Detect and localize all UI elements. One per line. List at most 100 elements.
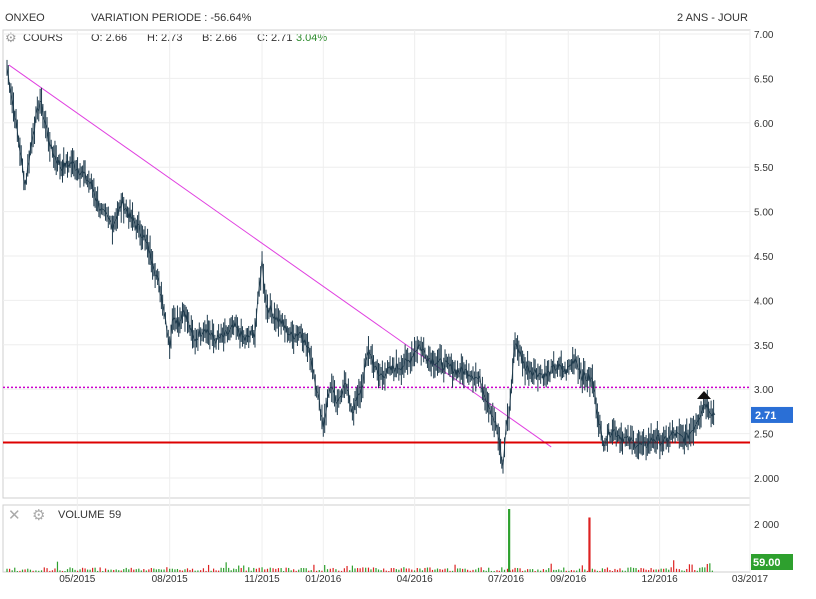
volume-bar <box>115 569 117 572</box>
volume-bar <box>688 564 691 572</box>
volume-bar <box>332 567 334 572</box>
y-axis-ticks: 7.00 6.50 6.00 5.50 5.00 4.50 4.00 3.50 3.00 2.50… <box>754 30 779 531</box>
y-tick-label: 4.00 <box>754 296 774 307</box>
volume-bar <box>212 568 215 572</box>
volume-bar <box>135 569 137 572</box>
chart-header: ONXEO VARIATION PERIODE : -56.64% 2 ANS … <box>0 0 816 28</box>
volume-bar <box>663 568 665 572</box>
volume-bar <box>171 568 173 572</box>
volume-bar <box>197 570 199 572</box>
volume-panel-frame <box>2 504 751 573</box>
y-tick-label: 5.50 <box>754 163 774 174</box>
volume-bar <box>356 568 359 572</box>
volume-bar <box>400 568 402 572</box>
volume-bar <box>27 568 29 572</box>
volume-bar <box>140 570 142 572</box>
volume-bar <box>272 568 274 572</box>
volume-bar <box>441 569 444 572</box>
volume-bar <box>477 567 480 572</box>
volume-bar <box>668 569 670 572</box>
period-selector[interactable]: 2 ANS - JOUR <box>677 12 748 24</box>
volume-bar <box>113 569 115 572</box>
volume-bar <box>293 569 295 572</box>
volume-bar <box>359 568 361 572</box>
volume-bar <box>230 570 232 572</box>
volume-bar <box>283 571 285 572</box>
y-tick-label: 5.00 <box>754 208 774 219</box>
gear-icon[interactable]: ⚙ <box>32 507 46 524</box>
volume-bar <box>609 570 611 572</box>
volume-bar <box>630 567 632 572</box>
volume-bar <box>678 569 680 572</box>
volume-bar <box>591 568 593 572</box>
grid-lines <box>2 29 751 573</box>
x-tick-label: 09/2016 <box>550 574 587 585</box>
volume-bar <box>545 569 547 572</box>
volume-bar <box>74 569 76 572</box>
x-tick-label: 01/2016 <box>305 574 342 585</box>
volume-bar <box>56 561 59 572</box>
volume-bar <box>298 569 300 572</box>
change-percent: 3.04% <box>296 32 328 44</box>
volume-bar <box>398 569 400 572</box>
volume-bar <box>472 569 474 572</box>
volume-bar <box>329 568 331 572</box>
volume-bar <box>411 569 413 572</box>
volume-bar <box>527 569 529 572</box>
volume-bar <box>581 565 583 572</box>
volume-bar <box>200 570 202 572</box>
volume-bar <box>280 568 282 572</box>
volume-bar <box>79 569 81 572</box>
volume-bar <box>503 569 506 572</box>
volume-bar <box>377 569 380 572</box>
volume-bar <box>395 569 397 572</box>
volume-bar <box>8 568 11 572</box>
close-icon[interactable]: ✕ <box>8 507 21 524</box>
volume-bar <box>174 569 176 572</box>
value-badges: 2.71 59.00 <box>751 406 793 570</box>
volume-bar <box>573 570 575 572</box>
volume-bar <box>444 568 446 572</box>
volume-bar <box>464 568 466 572</box>
volume-bar <box>303 568 305 572</box>
volume-bar <box>521 570 524 572</box>
volume-bar <box>621 570 624 572</box>
volume-bar <box>711 570 713 572</box>
volume-bar <box>709 563 711 572</box>
volume-bar <box>97 570 99 572</box>
volume-bar <box>150 567 152 572</box>
volume-bar <box>243 565 245 572</box>
volume-bar <box>537 569 539 572</box>
last-price-badge <box>751 406 793 423</box>
volume-bar <box>413 570 416 572</box>
volume-bar <box>179 569 181 572</box>
volume-bar <box>189 569 191 572</box>
volume-tick-label: 2 000 <box>754 520 779 531</box>
volume-bar <box>49 570 51 572</box>
volume-bar <box>89 569 91 572</box>
y-tick-label: 3.50 <box>754 341 774 352</box>
volume-bar <box>16 571 18 572</box>
volume-spike <box>508 509 511 572</box>
trendline <box>8 64 552 448</box>
volume-bar <box>305 568 307 572</box>
volume-bar <box>439 569 441 572</box>
volume-bar <box>653 569 655 572</box>
volume-bar <box>385 570 387 572</box>
volume-bar <box>524 570 526 572</box>
volume-bar <box>403 567 405 572</box>
volume-bar <box>207 564 210 572</box>
gear-icon[interactable]: ⚙ <box>5 30 17 45</box>
volume-bar <box>498 570 500 572</box>
volume-bar <box>606 567 609 572</box>
volume-bar <box>627 567 629 572</box>
volume-bar <box>673 560 675 572</box>
volume-bar <box>110 569 112 572</box>
volume-badge <box>751 554 793 570</box>
volume-bar <box>469 570 471 572</box>
volume-bar <box>290 570 292 572</box>
volume-bar <box>250 570 252 572</box>
volume-bar <box>191 568 194 572</box>
volume-bar <box>300 567 302 572</box>
